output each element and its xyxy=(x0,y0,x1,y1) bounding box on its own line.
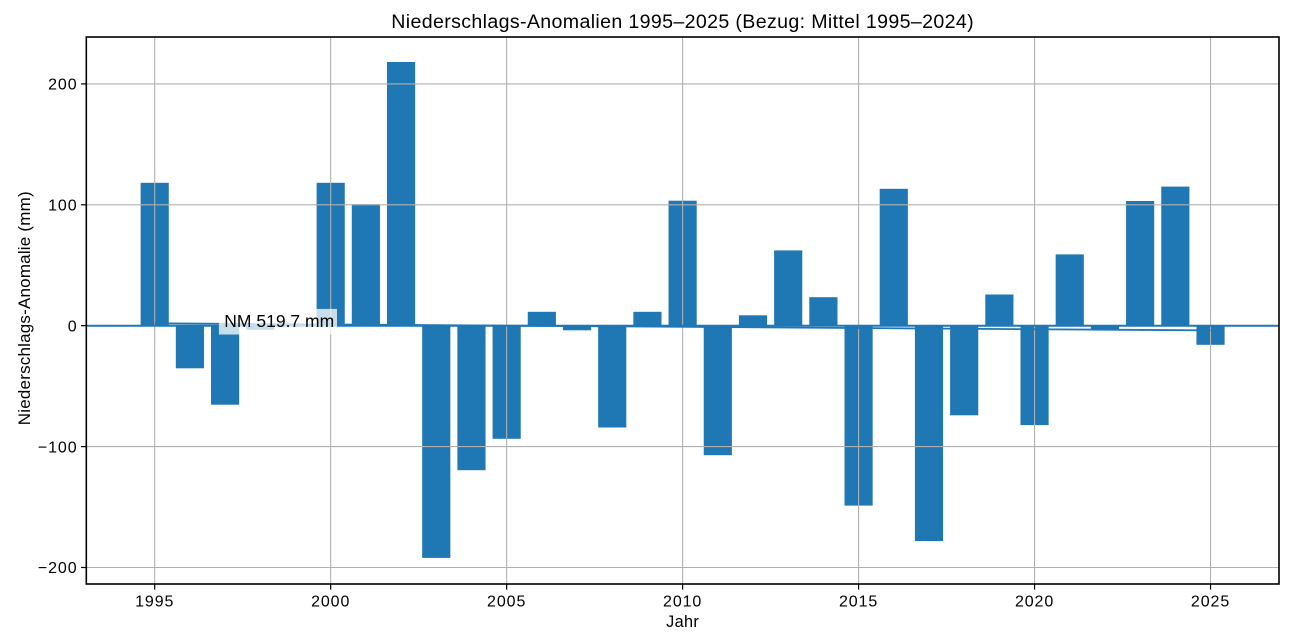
svg-text:−200: −200 xyxy=(38,560,78,577)
svg-text:NM 519.7 mm: NM 519.7 mm xyxy=(224,311,334,331)
svg-text:Niederschlags-Anomalie (mm): Niederschlags-Anomalie (mm) xyxy=(15,191,34,425)
svg-text:−100: −100 xyxy=(38,439,78,456)
svg-text:2020: 2020 xyxy=(1015,593,1054,610)
svg-text:Niederschlags-Anomalien 1995–2: Niederschlags-Anomalien 1995–2025 (Bezug… xyxy=(391,11,974,33)
svg-text:2000: 2000 xyxy=(311,593,350,610)
svg-text:0: 0 xyxy=(68,318,78,335)
svg-text:100: 100 xyxy=(48,198,77,215)
svg-text:2025: 2025 xyxy=(1191,593,1230,610)
svg-text:200: 200 xyxy=(48,77,77,94)
svg-text:2005: 2005 xyxy=(487,593,526,610)
svg-text:1995: 1995 xyxy=(135,593,174,610)
svg-text:2015: 2015 xyxy=(839,593,878,610)
svg-text:2010: 2010 xyxy=(663,593,702,610)
svg-text:Jahr: Jahr xyxy=(666,613,699,631)
